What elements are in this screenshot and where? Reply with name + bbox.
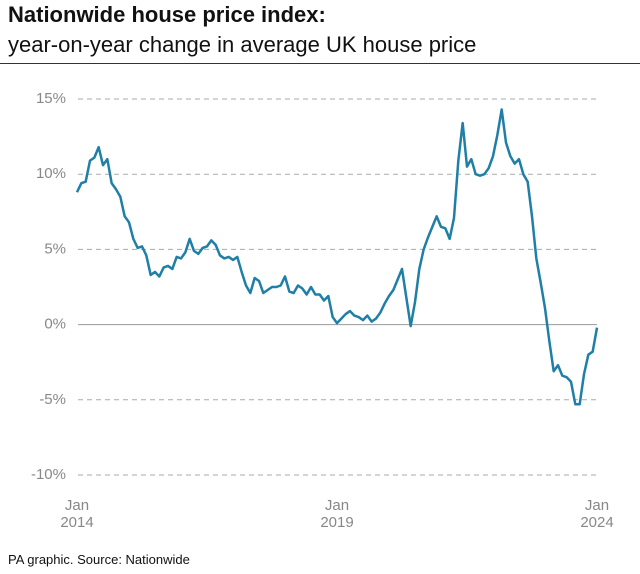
chart-title: Nationwide house price index: (8, 2, 326, 27)
chart-subtitle: year-on-year change in average UK house … (8, 32, 477, 57)
y-tick-label: 5% (44, 240, 66, 257)
y-tick-label: 15% (36, 90, 66, 107)
x-tick-label: Jan 2019 (320, 497, 354, 531)
y-tick-label: 0% (44, 316, 66, 333)
data-line (75, 108, 599, 406)
x-tick-label: Jan 2024 (580, 497, 614, 531)
y-tick-label: 10% (36, 165, 66, 182)
y-tick-label: -10% (31, 466, 66, 483)
header-rule (0, 63, 640, 64)
x-tick-label: Jan 2014 (60, 497, 94, 531)
y-tick-label: -5% (39, 391, 66, 408)
source-note: PA graphic. Source: Nationwide (8, 552, 190, 567)
